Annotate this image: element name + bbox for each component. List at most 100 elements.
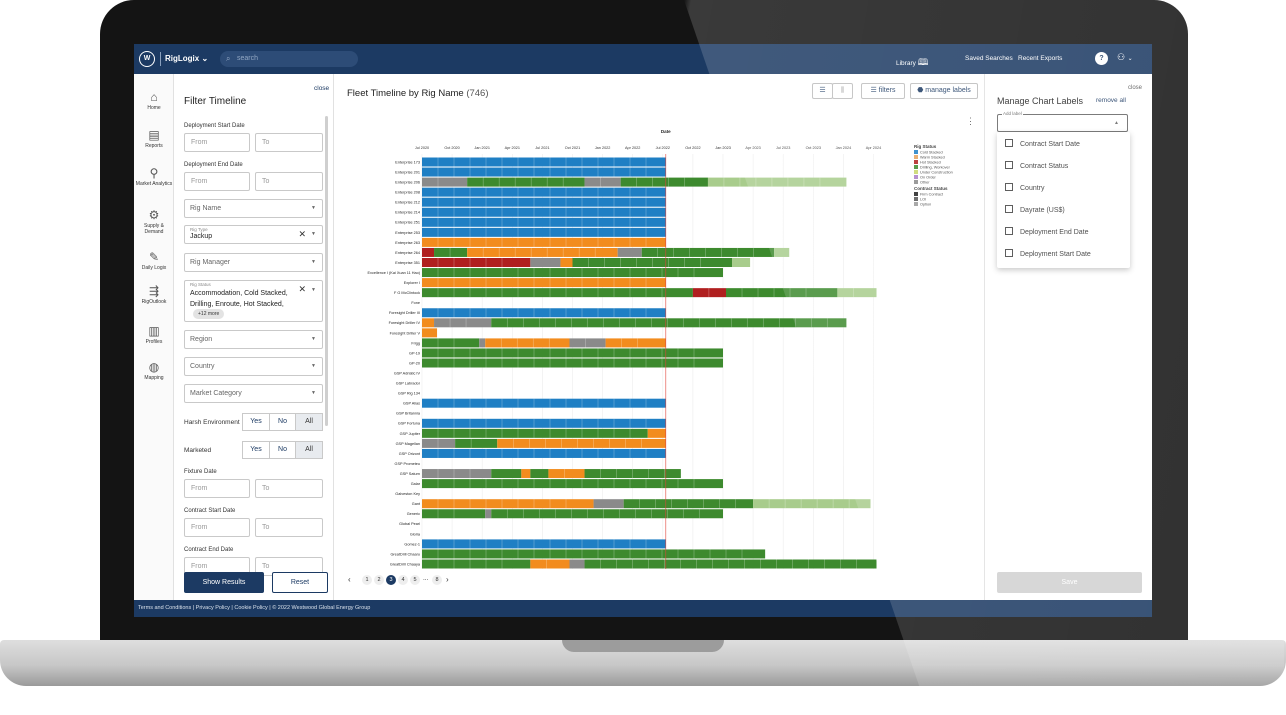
nav-home[interactable]: ⌂ Home (134, 90, 174, 111)
user-icon[interactable]: ⚇ ⌄ (1117, 52, 1133, 62)
page-button[interactable]: 1 (362, 575, 372, 585)
filter-close-link[interactable]: close (314, 85, 330, 92)
x-tick-label: Apr 2023 (745, 146, 760, 150)
timeline-bar (491, 469, 522, 479)
manage-labels-panel: close Manage Chart Labels remove all Add… (984, 74, 1152, 600)
next-page-icon[interactable]: › (446, 575, 449, 584)
reset-button[interactable]: Reset (272, 572, 328, 593)
nav-daily-logix[interactable]: ✎ Daily Logix (134, 250, 174, 271)
region-select[interactable]: Region ▼ (184, 330, 323, 349)
nav-supply-demand[interactable]: ⚙ Supply & Demand (134, 208, 174, 235)
timeline-bar (692, 288, 727, 298)
timeline-bar (572, 258, 733, 267)
label-option[interactable]: Dayrate (US$) (1005, 205, 1065, 223)
fixture-from[interactable]: From (184, 479, 250, 498)
timeline-bar (732, 258, 751, 267)
x-tick-label: Jan 2021 (474, 146, 490, 150)
rig-name-label: Foresight Driller IV (389, 321, 421, 325)
checkbox[interactable] (1005, 205, 1013, 213)
fixture-to[interactable]: To (255, 479, 323, 498)
clear-icon[interactable]: ✕ (298, 229, 306, 239)
filters-button[interactable]: ☰ filters (861, 83, 905, 99)
brand-menu[interactable]: RigLogix ⌄ (165, 54, 208, 63)
chart-view-button[interactable]: ⫼ (832, 83, 853, 99)
rig-status-select[interactable]: Rig Status Accommodation, Cold Stacked, … (184, 280, 323, 322)
label-option[interactable]: Deployment End Date (1005, 227, 1088, 245)
logo-icon[interactable]: W (139, 51, 155, 67)
checkbox[interactable] (1005, 249, 1013, 257)
library-label: Library (896, 60, 916, 67)
labels-close-link[interactable]: close (1128, 85, 1143, 91)
legend-swatch (914, 175, 918, 179)
filter-scrollbar[interactable] (325, 116, 328, 426)
market-category-placeholder: Market Category (190, 390, 242, 397)
deployment-start-to[interactable]: To (255, 133, 323, 152)
recent-exports-link[interactable]: Recent Exports (1018, 55, 1063, 62)
rig-manager-select[interactable]: Rig Manager ▼ (184, 253, 323, 272)
filter-icon: ☰ (870, 87, 877, 94)
prev-page-icon[interactable]: ‹ (348, 575, 351, 584)
deployment-end-to[interactable]: To (255, 172, 323, 191)
list-view-button[interactable]: ☰ (812, 83, 833, 99)
saved-searches-link[interactable]: Saved Searches (965, 55, 1013, 62)
app-screen: W RigLogix ⌄ ⌕ search Library 🕮 Saved Se… (134, 44, 1152, 617)
market-category-select[interactable]: Market Category ▼ (184, 384, 323, 403)
timeline-bar (455, 438, 498, 448)
nav-label: Reports (145, 143, 163, 149)
harsh-no-toggle[interactable]: No (269, 413, 296, 431)
more-chip[interactable]: +12 more (193, 309, 225, 319)
timeline-bar (479, 338, 486, 348)
timeline-bar (422, 549, 766, 559)
supply-demand-icon: ⚙ (148, 208, 160, 222)
legend-swatch (914, 192, 918, 196)
rig-type-select[interactable]: Rig Type Jackup ✕ ▼ (184, 225, 323, 244)
checkbox[interactable] (1005, 183, 1013, 191)
timeline-bar (837, 288, 877, 298)
deployment-end-from[interactable]: From (184, 172, 250, 191)
chevron-down-icon: ▼ (311, 287, 316, 293)
timeline-bar (605, 338, 666, 348)
save-button[interactable]: Save (997, 572, 1142, 593)
remove-all-link[interactable]: remove all (1096, 97, 1126, 104)
contract-start-to[interactable]: To (255, 518, 323, 537)
label-option[interactable]: Deployment Start Date (1005, 249, 1091, 267)
checkbox[interactable] (1005, 161, 1013, 169)
legend-label: Drilling, Workover (920, 166, 951, 170)
rig-name-select[interactable]: Rig Name ▼ (184, 199, 323, 218)
search-input[interactable]: ⌕ search (220, 51, 358, 67)
nav-profiles[interactable]: ▥ Profiles (134, 324, 174, 345)
marketed-no-toggle[interactable]: No (269, 441, 296, 459)
add-label-select[interactable]: Add label ▲ (997, 111, 1128, 132)
label-option[interactable]: Country (1005, 183, 1045, 201)
manage-labels-button[interactable]: ⬣ manage labels (910, 83, 978, 99)
nav-market-analytics[interactable]: ⚲ Market Analytics (134, 166, 174, 187)
page-button[interactable]: 4 (398, 575, 408, 585)
page-button[interactable]: 8 (432, 575, 442, 585)
checkbox[interactable] (1005, 139, 1013, 147)
show-results-button[interactable]: Show Results (184, 572, 264, 593)
rig-name-label: GSP Rig 134 (398, 392, 420, 396)
library-link[interactable]: Library 🕮 (896, 55, 928, 71)
legend-label: Firm Contract (920, 193, 944, 197)
label-option[interactable]: Contract Start Date (1005, 139, 1080, 157)
help-icon[interactable]: ? (1095, 52, 1108, 65)
nav-rigoutlook[interactable]: ⇶ RigOutlook (134, 284, 174, 305)
more-options-icon[interactable]: ⋮ (966, 116, 975, 126)
page-button[interactable]: 5 (410, 575, 420, 585)
harsh-yes-toggle[interactable]: Yes (242, 413, 270, 431)
contract-start-from[interactable]: From (184, 518, 250, 537)
country-select[interactable]: Country ▼ (184, 357, 323, 376)
rig-name-label: GP-20 (409, 361, 420, 365)
timeline-bar (422, 237, 666, 247)
page-button[interactable]: 2 (374, 575, 384, 585)
nav-reports[interactable]: ▤ Reports (134, 128, 174, 149)
harsh-all-toggle[interactable]: All (295, 413, 323, 431)
marketed-all-toggle[interactable]: All (295, 441, 323, 459)
checkbox[interactable] (1005, 227, 1013, 235)
clear-icon[interactable]: ✕ (298, 284, 306, 294)
nav-mapping[interactable]: ◍ Mapping (134, 360, 174, 381)
page-button-current[interactable]: 3 (386, 575, 396, 585)
deployment-start-from[interactable]: From (184, 133, 250, 152)
label-option[interactable]: Contract Status (1005, 161, 1068, 179)
marketed-yes-toggle[interactable]: Yes (242, 441, 270, 459)
